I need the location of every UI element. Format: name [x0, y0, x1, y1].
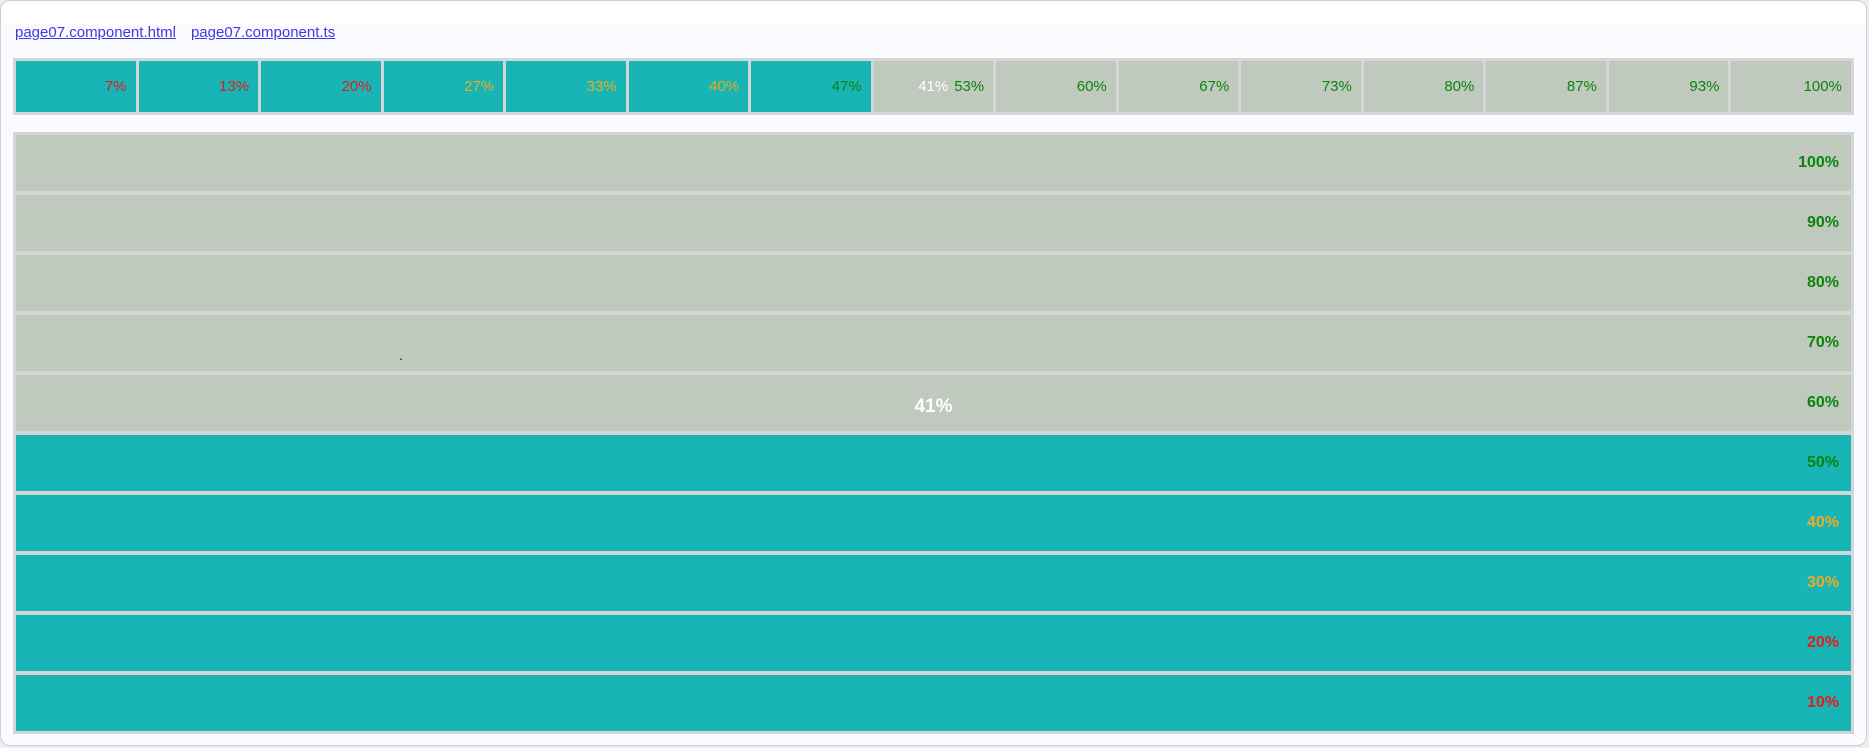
segment-threshold-label: 60% [1076, 78, 1107, 95]
progress-segment: 13% [138, 61, 259, 112]
link-page07-component-ts[interactable]: page07.component.ts [190, 24, 336, 41]
progress-segment: 41% 53% [873, 61, 994, 112]
progress-row: 70% [16, 315, 1851, 371]
segment-threshold-label: 87% [1566, 78, 1597, 95]
progress-row: 30% [16, 555, 1851, 611]
segment-threshold-label: 7% [104, 78, 127, 95]
progress-segment: 80% [1363, 61, 1484, 112]
stray-dot: . [399, 347, 403, 363]
segment-threshold-label: 93% [1689, 78, 1720, 95]
segment-threshold-label: 47% [831, 78, 862, 95]
segment-threshold-label: 80% [1444, 78, 1475, 95]
progress-segment: 87% [1486, 61, 1606, 112]
progress-segment: 60% [996, 61, 1116, 112]
progress-segment: 67% [1118, 61, 1239, 112]
row-threshold-label: 20% [1806, 634, 1839, 651]
horizontal-segmented-progress-bar: 7% 13% 20% 27% 33% 40% 47% 41% 53% 60% 67% 73% 80% 87… [13, 58, 1854, 115]
progress-row: 40% [16, 495, 1851, 551]
segment-threshold-label: 67% [1199, 78, 1230, 95]
segment-threshold-label: 33% [586, 78, 617, 95]
row-threshold-label: 60% [1806, 394, 1839, 411]
progress-row: 20% [16, 615, 1851, 671]
segment-threshold-label: 73% [1321, 78, 1352, 95]
top-strip [1, 3, 1866, 23]
progress-segment: 100% [1731, 61, 1851, 112]
link-page07-component-html[interactable]: page07.component.html [15, 24, 176, 41]
row-threshold-label: 10% [1806, 694, 1839, 711]
source-file-links: page07.component.html page07.component.t… [15, 24, 1866, 42]
progress-segment: 40% [628, 61, 749, 112]
segment-threshold-label: 27% [464, 78, 495, 95]
segment-threshold-label: 20% [341, 78, 372, 95]
progress-row: 90% [16, 195, 1851, 251]
row-threshold-label: 80% [1806, 274, 1839, 291]
segment-threshold-label: 40% [709, 78, 740, 95]
progress-segment: 7% [16, 61, 136, 112]
progress-segment: 47% [751, 61, 871, 112]
segment-threshold-label: 100% [1803, 78, 1842, 95]
progress-row: 100% [16, 135, 1851, 191]
segment-threshold-label: 53% [954, 78, 985, 95]
current-value-label: 41% [914, 396, 953, 418]
progress-row: 80% [16, 255, 1851, 311]
row-threshold-label: 50% [1806, 454, 1839, 471]
segment-threshold-label: 13% [219, 78, 250, 95]
progress-row: 41% 60% [16, 375, 1851, 431]
progress-segment: 33% [506, 61, 626, 112]
row-threshold-label: 100% [1798, 154, 1839, 171]
row-threshold-label: 70% [1806, 334, 1839, 351]
progress-segment: 20% [261, 61, 381, 112]
row-threshold-label: 90% [1806, 214, 1839, 231]
progress-segment: 93% [1608, 61, 1729, 112]
progress-segment: 73% [1241, 61, 1361, 112]
row-threshold-label: 30% [1806, 574, 1839, 591]
current-value-label: 41% [918, 78, 949, 95]
vertical-stacked-progress-bar: 100% 90% 80% 70% 41% 60% 50% 40% 30% 20% 10% [13, 132, 1854, 734]
progress-row: 50% [16, 435, 1851, 491]
progress-segment: 27% [383, 61, 504, 112]
row-threshold-label: 40% [1806, 514, 1839, 531]
progress-row: 10% [16, 675, 1851, 731]
